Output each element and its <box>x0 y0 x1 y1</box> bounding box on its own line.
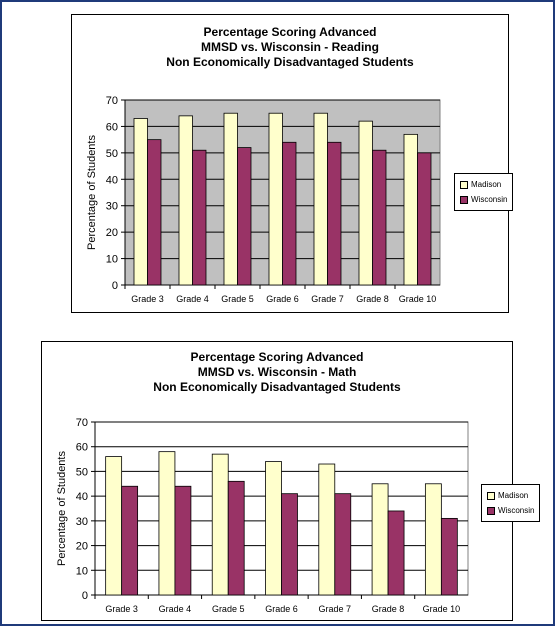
reading-title-line-2: MMSD vs. Wisconsin - Reading <box>201 40 379 54</box>
madison-swatch <box>460 180 468 189</box>
reading-legend-item-madison: Madison <box>460 177 507 192</box>
math-y-tick-label: 60 <box>76 442 88 454</box>
reading-y-tick-label: 50 <box>106 148 118 160</box>
math-x-tick-label: Grade 6 <box>265 604 298 614</box>
reading-x-tick-label: Grade 6 <box>266 294 299 304</box>
reading-bar-wisconsin-grade-5 <box>237 147 252 286</box>
reading-y-tick-label: 10 <box>106 254 118 266</box>
math-bar-madison-grade-8 <box>371 483 389 596</box>
reading-legend-item-wisconsin: Wisconsin <box>460 192 507 207</box>
math-bar-madison-grade-5 <box>211 453 229 596</box>
math-y-tick-label: 10 <box>76 565 88 577</box>
math-bar-madison-grade-3 <box>105 456 123 596</box>
math-bar-wisconsin-grade-3 <box>121 485 139 596</box>
wisconsin-swatch <box>460 195 468 204</box>
math-y-axis-label: Percentage of Students <box>56 451 68 566</box>
reading-bar-wisconsin-grade-4 <box>192 149 207 286</box>
reading-y-axis-label: Percentage of Students <box>86 135 98 250</box>
math-bar-madison-grade-6 <box>265 461 282 596</box>
reading-bar-wisconsin-grade-10 <box>417 152 432 286</box>
reading-x-tick-label: Grade 5 <box>221 294 254 304</box>
reading-y-tick-label: 60 <box>106 121 118 133</box>
math-bar-madison-grade-7 <box>318 463 336 596</box>
reading-x-tick-label: Grade 7 <box>311 294 344 304</box>
reading-y-tick-label: 0 <box>112 280 118 292</box>
math-x-tick-label: Grade 7 <box>319 604 352 614</box>
reading-y-tick-label: 40 <box>106 174 118 186</box>
math-y-tick-label: 40 <box>76 491 88 503</box>
reading-x-tick-label: Grade 3 <box>131 294 164 304</box>
math-y-tick-label: 20 <box>76 541 88 553</box>
reading-bar-wisconsin-grade-8 <box>372 149 387 286</box>
math-legend: Madison Wisconsin <box>481 484 541 522</box>
math-bar-wisconsin-grade-4 <box>174 485 192 596</box>
reading-x-tick-label: Grade 10 <box>399 294 437 304</box>
reading-y-tick-label: 30 <box>106 201 118 213</box>
reading-legend: Madison Wisconsin <box>454 173 514 211</box>
math-legend-wisconsin-label: Wisconsin <box>498 506 535 515</box>
math-chart-title: Percentage Scoring Advanced MMSD vs. Wis… <box>42 350 512 395</box>
math-x-tick-label: Grade 4 <box>159 604 192 614</box>
math-y-tick-label: 50 <box>76 466 88 478</box>
math-bar-madison-grade-4 <box>158 451 176 596</box>
math-x-tick-label: Grade 8 <box>372 604 405 614</box>
math-bar-wisconsin-grade-10 <box>440 517 458 596</box>
reading-chart-title: Percentage Scoring Advanced MMSD vs. Wis… <box>72 25 508 70</box>
math-title-line-2: MMSD vs. Wisconsin - Math <box>197 365 357 379</box>
math-bar-wisconsin-grade-8 <box>387 510 405 596</box>
math-x-tick-label: Grade 10 <box>423 604 461 614</box>
math-bar-madison-grade-10 <box>424 483 442 596</box>
math-y-tick-label: 70 <box>76 417 88 429</box>
reading-legend-wisconsin-label: Wisconsin <box>471 195 508 204</box>
math-y-tick-label: 30 <box>76 516 88 528</box>
reading-bar-wisconsin-grade-3 <box>147 139 162 286</box>
reading-bar-wisconsin-grade-7 <box>327 141 342 286</box>
math-x-tick-label: Grade 3 <box>105 604 138 614</box>
reading-x-tick-label: Grade 8 <box>356 294 389 304</box>
math-legend-item-madison: Madison <box>487 488 534 503</box>
reading-y-tick-label: 70 <box>106 95 118 107</box>
reading-x-tick-label: Grade 4 <box>176 294 209 304</box>
reading-bar-wisconsin-grade-6 <box>282 141 297 286</box>
reading-y-tick-label: 20 <box>106 227 118 239</box>
madison-swatch <box>487 491 495 500</box>
reading-legend-madison-label: Madison <box>471 180 502 189</box>
math-x-tick-label: Grade 5 <box>212 604 245 614</box>
math-legend-item-wisconsin: Wisconsin <box>487 503 534 518</box>
math-bar-wisconsin-grade-7 <box>334 493 352 596</box>
math-title-line-3: Non Economically Disadvantaged Students <box>153 380 401 394</box>
math-legend-madison-label: Madison <box>498 491 529 500</box>
reading-title-line-1: Percentage Scoring Advanced <box>203 25 377 39</box>
reading-title-line-3: Non Economically Disadvantaged Students <box>166 55 414 69</box>
wisconsin-swatch <box>487 506 495 515</box>
math-bar-wisconsin-grade-5 <box>227 480 245 596</box>
math-y-tick-label: 0 <box>82 590 88 602</box>
math-bar-wisconsin-grade-6 <box>281 493 298 596</box>
math-title-line-1: Percentage Scoring Advanced <box>190 350 364 364</box>
